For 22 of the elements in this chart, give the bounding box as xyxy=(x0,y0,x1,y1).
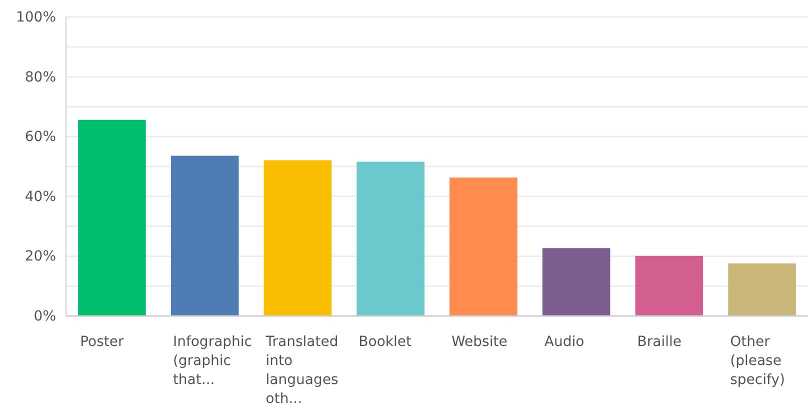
x-tick-label: Braille xyxy=(637,334,682,350)
bar xyxy=(170,156,239,316)
bar xyxy=(356,162,424,316)
y-tick-label: 80% xyxy=(24,69,56,86)
bar xyxy=(450,178,518,316)
x-tick-label: Audio xyxy=(544,334,584,350)
x-tick-label: Translated into languages oth... xyxy=(264,334,338,407)
y-tick-label: 60% xyxy=(24,129,56,146)
y-tick-label: 0% xyxy=(34,308,56,324)
bar xyxy=(728,263,796,316)
y-tick-label: 100% xyxy=(16,9,56,26)
x-tick-label: Website xyxy=(452,334,508,350)
bar xyxy=(78,120,146,316)
bar xyxy=(542,248,610,316)
y-tick-label: 20% xyxy=(24,248,56,265)
x-tick-label: Poster xyxy=(80,334,124,350)
x-tick-label: Other (please specify) xyxy=(730,334,785,388)
x-tick-label: Infographic (graphic that... xyxy=(172,334,252,388)
bar xyxy=(264,160,332,316)
bar xyxy=(635,256,704,316)
x-tick-label: Booklet xyxy=(358,334,412,350)
y-tick-label: 40% xyxy=(24,188,56,205)
